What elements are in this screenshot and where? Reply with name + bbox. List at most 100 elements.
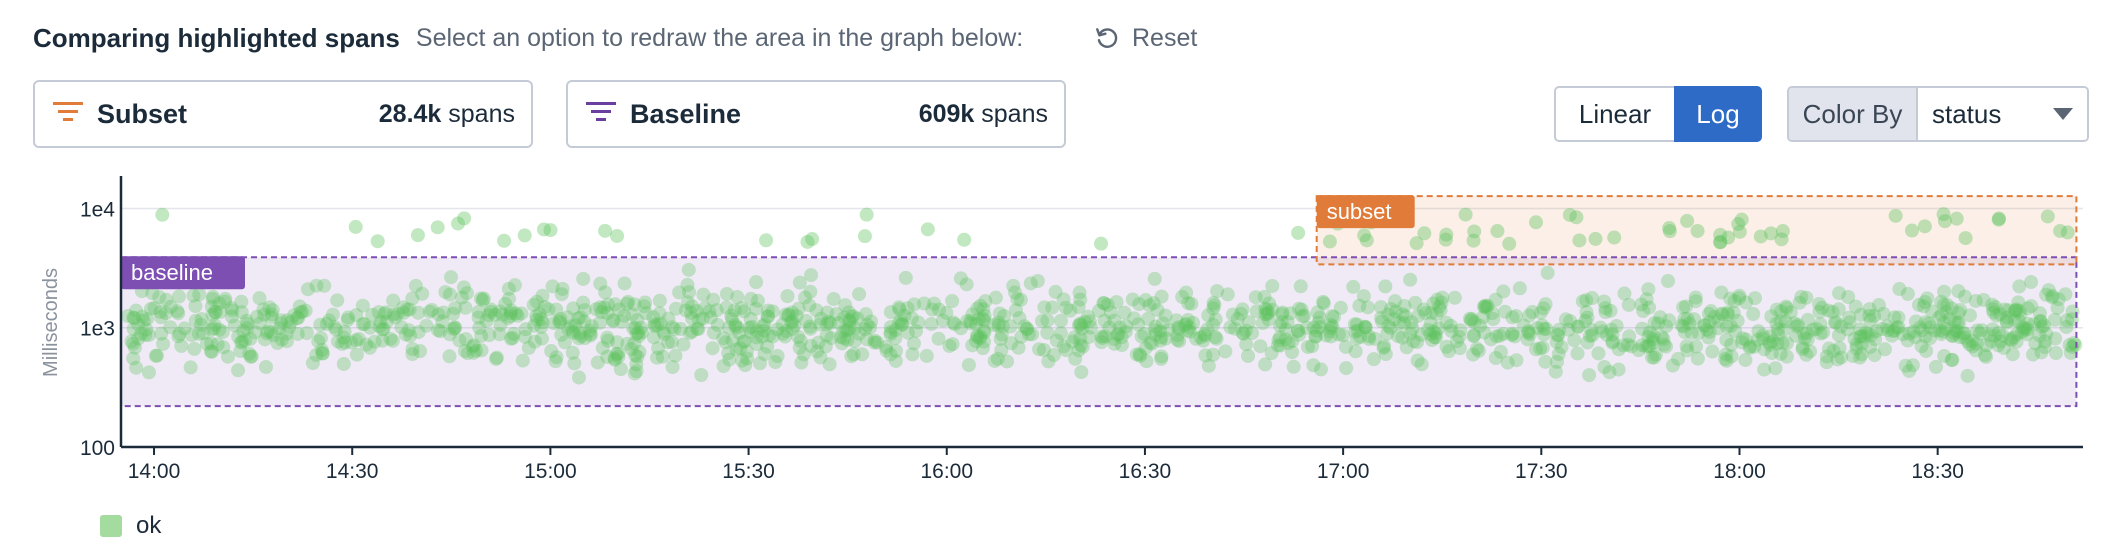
data-point-ok	[2050, 300, 2065, 315]
data-point-ok	[1937, 348, 1952, 363]
subset-region-fill[interactable]	[1316, 196, 2077, 265]
log-scale-button[interactable]: Log	[1674, 86, 1762, 142]
data-point-ok	[634, 325, 649, 340]
data-point-ok	[1697, 318, 1712, 333]
data-point-ok	[1006, 278, 1021, 293]
data-point-ok	[1274, 307, 1289, 322]
data-point-ok	[2035, 319, 2050, 334]
data-point-ok	[971, 312, 986, 327]
data-point-ok	[1579, 305, 1594, 320]
subset-selector[interactable]: Subset 28.4k spans	[33, 80, 533, 148]
data-point-ok	[1309, 323, 1324, 338]
linear-scale-button[interactable]: Linear	[1554, 86, 1674, 142]
data-point-ok	[1374, 310, 1389, 325]
data-point-ok	[863, 320, 878, 335]
data-point-ok	[1072, 285, 1087, 300]
data-point-ok	[1235, 302, 1250, 317]
data-point-ok	[1137, 327, 1152, 342]
data-point-ok	[739, 344, 754, 359]
baseline-region-fill[interactable]	[121, 257, 2077, 407]
data-point-ok	[1867, 308, 1882, 323]
data-point-ok	[129, 360, 144, 375]
data-point-ok	[1621, 297, 1636, 312]
data-point-ok	[419, 318, 434, 333]
data-point-ok	[471, 304, 486, 319]
data-point-ok	[154, 310, 169, 325]
data-point-ok	[737, 304, 752, 319]
data-point-ok	[836, 324, 851, 339]
data-point-ok	[802, 319, 817, 334]
reset-button[interactable]: Reset	[1094, 18, 1197, 58]
data-point-ok	[1338, 339, 1353, 354]
data-point-ok	[1349, 317, 1364, 332]
data-point-ok	[752, 356, 767, 371]
data-point-ok	[458, 300, 473, 315]
data-point-ok	[629, 364, 644, 379]
data-point-ok	[1735, 331, 1750, 346]
data-point-ok	[1073, 331, 1088, 346]
data-point-ok	[583, 326, 598, 341]
data-point-ok	[1381, 307, 1396, 322]
data-point-ok	[1720, 319, 1735, 334]
baseline-filter-icon	[586, 102, 616, 121]
data-point-ok	[147, 300, 162, 315]
data-point-ok	[1142, 298, 1157, 313]
data-point-ok	[1813, 317, 1828, 332]
chart-legend: ok	[100, 512, 161, 540]
color-by-label: Color By	[1789, 88, 1918, 140]
data-point-ok	[1233, 306, 1248, 321]
data-point-ok	[1757, 362, 1772, 377]
data-point-ok	[976, 302, 991, 317]
data-point-ok	[238, 333, 253, 348]
data-point-ok	[973, 331, 988, 346]
data-point-ok	[1377, 339, 1392, 354]
data-point-ok	[244, 349, 259, 364]
data-point-ok	[1598, 305, 1613, 320]
data-point-ok	[1348, 344, 1363, 359]
data-point-ok	[365, 307, 380, 322]
data-point-ok	[1940, 297, 1955, 312]
data-point-ok	[1732, 288, 1747, 303]
data-point-ok	[1206, 317, 1221, 332]
data-point-ok	[565, 324, 580, 339]
data-point-ok	[153, 304, 168, 319]
data-point-ok	[1690, 223, 1705, 238]
data-point-ok	[1131, 317, 1146, 332]
data-point-ok	[1991, 212, 2006, 227]
data-point-ok	[1968, 293, 1983, 308]
data-point-ok	[1111, 327, 1126, 342]
data-point-ok	[1406, 334, 1421, 349]
data-point-ok	[893, 313, 908, 328]
data-point-ok	[1496, 284, 1511, 299]
data-point-ok	[803, 284, 818, 299]
data-point-ok	[272, 321, 287, 336]
data-point-ok	[1071, 343, 1086, 358]
data-point-ok	[1466, 233, 1481, 248]
color-by-select[interactable]: status	[1918, 88, 2087, 140]
data-point-ok	[1258, 307, 1273, 322]
data-point-ok	[1732, 224, 1747, 239]
data-point-ok	[1919, 343, 1934, 358]
data-point-ok	[1799, 347, 1814, 362]
data-point-ok	[1319, 328, 1334, 343]
data-point-ok	[1868, 332, 1883, 347]
data-point-ok	[481, 308, 496, 323]
data-point-ok	[1083, 320, 1098, 335]
data-point-ok	[191, 326, 206, 341]
data-point-ok	[1591, 346, 1606, 361]
data-point-ok	[1631, 343, 1646, 358]
data-point-ok	[483, 304, 498, 319]
baseline-selector[interactable]: Baseline 609k spans	[566, 80, 1066, 148]
data-point-ok	[205, 307, 220, 322]
data-point-ok	[1201, 308, 1216, 323]
data-point-ok	[204, 336, 219, 351]
data-point-ok	[682, 325, 697, 340]
data-point-ok	[2024, 299, 2039, 314]
data-point-ok	[883, 305, 898, 320]
data-point-ok	[1570, 346, 1585, 361]
data-point-ok	[1416, 302, 1431, 317]
data-point-ok	[1375, 314, 1390, 329]
data-point-ok	[207, 321, 222, 336]
data-point-ok	[847, 321, 862, 336]
